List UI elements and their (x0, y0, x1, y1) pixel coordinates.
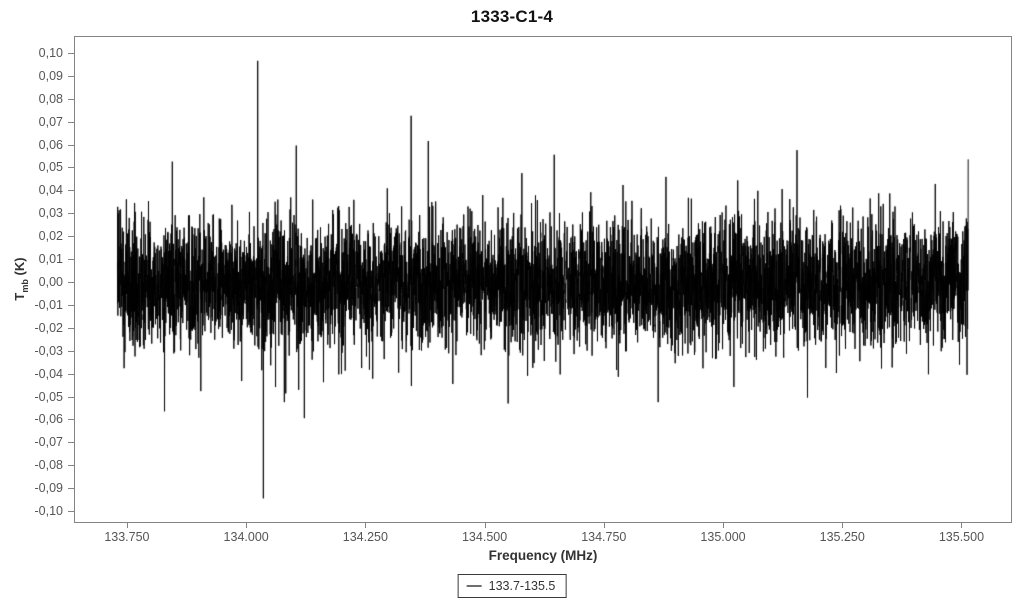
y-tick-mark (68, 488, 74, 490)
y-tick-label: -0,02 (34, 320, 64, 335)
legend-line-sample (466, 585, 482, 587)
y-tick-label: 0,05 (38, 160, 63, 175)
y-tick-label: 0,07 (38, 114, 63, 129)
y-tick-mark (68, 350, 74, 352)
y-tick-mark (68, 373, 74, 375)
x-tick-label: 134.750 (581, 530, 627, 544)
y-tick-mark (68, 442, 74, 444)
y-tick-mark (68, 98, 74, 100)
y-tick-label: 0,04 (38, 183, 63, 198)
y-tick-label: 0,02 (38, 229, 63, 244)
legend-label: 133.7-135.5 (488, 579, 556, 593)
y-tick-mark (68, 511, 74, 513)
plot-area (74, 36, 1013, 524)
y-tick-mark (68, 419, 74, 421)
y-tick-label: 0,06 (38, 137, 63, 152)
y-tick-label: -0,05 (34, 389, 64, 404)
y-tick-label: 0,08 (38, 91, 63, 106)
y-tick-label: -0,04 (34, 366, 64, 381)
y-tick-mark (68, 236, 74, 238)
spectrum-trace-canvas (75, 37, 1013, 524)
y-tick-label: 0,00 (38, 275, 63, 290)
x-tick-mark (961, 523, 963, 528)
y-tick-mark (68, 144, 74, 146)
x-tick-label: 134.000 (223, 530, 269, 544)
y-tick-mark (68, 259, 74, 261)
x-tick-mark (723, 523, 725, 528)
y-tick-label: -0,01 (34, 297, 64, 312)
y-tick-mark (68, 121, 74, 123)
y-tick-mark (68, 327, 74, 329)
x-tick-label: 134.500 (461, 530, 508, 544)
y-tick-mark (68, 282, 74, 284)
x-tick-mark (126, 523, 128, 528)
y-tick-label: 0,03 (38, 206, 63, 221)
y-tick-mark (68, 213, 74, 215)
y-tick-label: -0,07 (34, 435, 64, 450)
y-tick-mark (68, 304, 74, 306)
x-tick-label: 135.250 (819, 530, 865, 544)
chart-title: 1333-C1-4 (470, 7, 554, 26)
x-tick-mark (842, 523, 844, 528)
x-tick-mark (246, 523, 248, 528)
y-tick-label: -0,03 (34, 343, 64, 358)
x-axis-label: Frequency (MHz) (488, 548, 598, 563)
x-tick-mark (365, 523, 367, 528)
x-tick-mark (603, 523, 605, 528)
x-tick-label: 133.750 (104, 530, 150, 544)
x-tick-mark (484, 523, 486, 528)
y-tick-label: 0,10 (38, 45, 63, 60)
y-tick-label: -0,10 (34, 504, 64, 519)
x-tick-label: 135.000 (700, 530, 746, 544)
y-tick-label: 0,09 (38, 68, 63, 83)
y-tick-mark (68, 52, 74, 54)
y-tick-mark (68, 190, 74, 192)
y-tick-mark (68, 167, 74, 169)
legend: 133.7-135.5 (457, 574, 567, 598)
y-tick-mark (68, 396, 74, 398)
y-tick-label: -0,06 (34, 412, 64, 427)
x-tick-label: 135.500 (938, 530, 985, 544)
y-tick-label: -0,08 (34, 458, 64, 473)
y-tick-mark (68, 75, 74, 77)
x-tick-label: 134.250 (342, 530, 388, 544)
y-tick-label: 0,01 (38, 252, 63, 267)
y-tick-label: -0,09 (34, 481, 64, 496)
y-tick-mark (68, 465, 74, 467)
